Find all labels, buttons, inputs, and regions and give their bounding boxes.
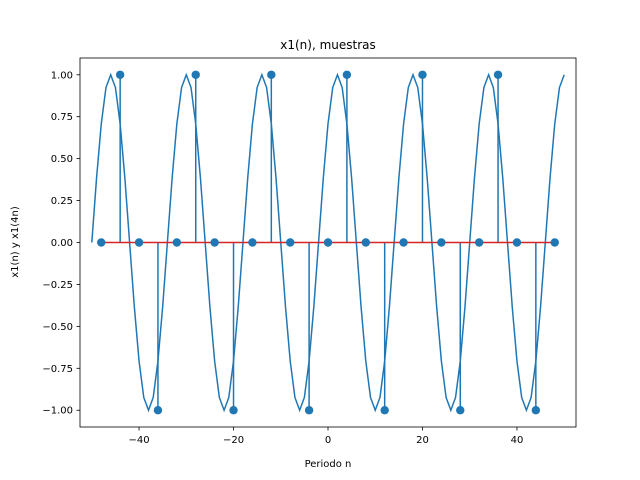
x-tick-label: −40 — [128, 435, 149, 446]
y-axis: −1.00 −0.75 −0.50 −0.25 0.00 0.25 0.50 0.75 1.00 — [42, 70, 80, 417]
stem-marker — [418, 70, 427, 79]
series-line-continuous — [91, 72, 565, 413]
y-tick-label: 0.00 — [51, 238, 73, 249]
stem-marker — [361, 238, 370, 247]
x-tick-label: 0 — [325, 435, 331, 446]
continuous-layer — [91, 72, 565, 413]
stem-marker — [267, 70, 276, 79]
y-tick-label: −0.50 — [42, 322, 73, 333]
plot-area — [91, 70, 565, 415]
y-tick-label: −0.25 — [42, 280, 73, 291]
stem-layer — [97, 70, 559, 415]
stem-marker — [210, 238, 219, 247]
stem-marker — [229, 406, 238, 415]
x-axis: −40 −20 0 20 40 — [128, 427, 523, 446]
y-tick-label: −0.75 — [42, 364, 73, 375]
x-tick-label: −20 — [223, 435, 244, 446]
stem-marker — [550, 238, 559, 247]
stem-marker — [153, 406, 163, 415]
stem-marker — [493, 70, 503, 79]
y-tick-label: 1.00 — [51, 70, 73, 81]
stem-marker — [342, 70, 352, 79]
stem-marker — [97, 238, 106, 247]
stem-marker — [191, 70, 200, 79]
y-tick-label: −1.00 — [42, 406, 73, 417]
stem-marker — [456, 406, 465, 415]
stem-marker — [380, 406, 389, 415]
y-tick-label: 0.75 — [51, 112, 73, 123]
chart-title: x1(n), muestras — [280, 38, 376, 52]
stem-marker — [512, 238, 522, 247]
stem-marker — [134, 238, 144, 247]
stem-marker — [437, 238, 446, 247]
stem-marker — [323, 238, 333, 247]
stem-marker — [531, 406, 541, 415]
stem-marker — [172, 238, 182, 247]
x-tick-label: 20 — [416, 435, 429, 446]
stem-marker — [248, 238, 257, 247]
x-tick-label: 40 — [511, 435, 524, 446]
x-axis-label: Periodo n — [305, 459, 352, 470]
y-axis-label: x1(n) y x1(4n) — [10, 206, 21, 278]
y-tick-label: 0.50 — [51, 154, 73, 165]
stem-marker — [399, 238, 408, 247]
stem-marker — [286, 238, 295, 247]
y-tick-label: 0.25 — [51, 196, 73, 207]
stem-marker — [474, 238, 484, 247]
stem-marker — [304, 406, 314, 415]
stem-marker — [115, 70, 125, 79]
